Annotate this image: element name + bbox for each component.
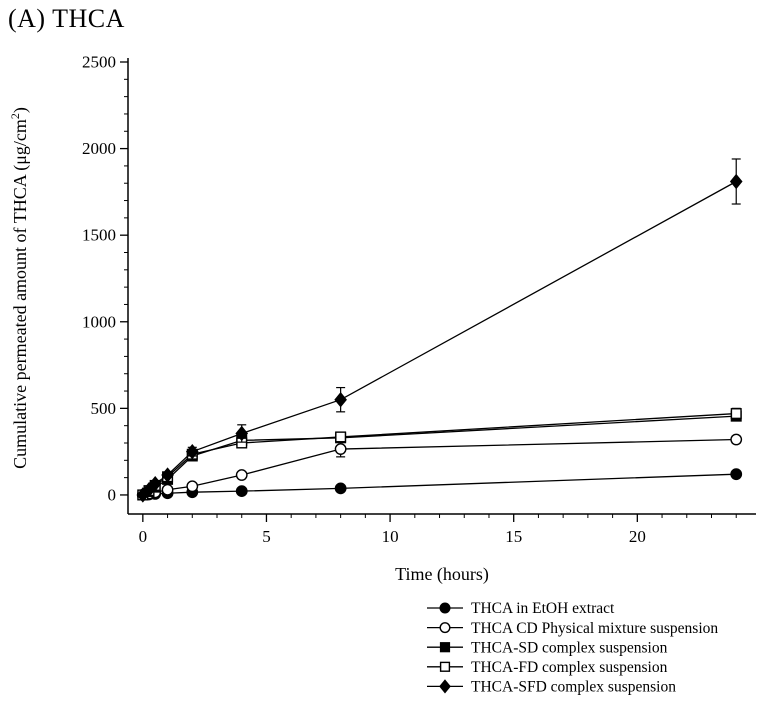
legend-item: THCA in EtOH extract — [427, 600, 615, 617]
y-tick-label: 2000 — [82, 139, 116, 158]
legend-label: THCA in EtOH extract — [471, 600, 615, 617]
y-axis-label: Cumulative permeated amount of THCA (μg/… — [8, 107, 31, 469]
legend-label: THCA-SD complex suspension — [471, 639, 668, 656]
legend-label: THCA-FD complex suspension — [471, 659, 668, 676]
ticks — [120, 61, 737, 522]
x-tick-label: 10 — [382, 527, 399, 546]
legend-label: THCA CD Physical mixture suspension — [471, 620, 718, 637]
series-thca-sd-complex-suspension — [137, 410, 742, 501]
series-thca-in-etoh-extract — [136, 468, 743, 501]
legend-item: THCA-SFD complex suspension — [427, 679, 676, 696]
axes — [127, 58, 756, 515]
legend: THCA in EtOH extract THCA CD Physical mix… — [427, 600, 718, 696]
y-tick-label: 2500 — [82, 53, 116, 72]
y-tick-label: 0 — [108, 485, 117, 504]
y-tick-label: 1000 — [82, 312, 116, 331]
legend-item: THCA CD Physical mixture suspension — [427, 620, 718, 637]
tick-labels: 0 500 1000 1500 2000 2500 0 5 10 15 20 — [82, 53, 646, 547]
series-thca-sfd-complex-suspension — [136, 158, 743, 503]
figure-title: (A) THCA — [8, 4, 125, 33]
legend-label: THCA-SFD complex suspension — [471, 679, 676, 696]
legend-item: THCA-SD complex suspension — [427, 639, 668, 656]
y-tick-label: 1500 — [82, 226, 116, 245]
series-thca-fd-complex-suspension — [137, 407, 742, 501]
legend-item: THCA-FD complex suspension — [427, 659, 668, 676]
y-tick-label: 500 — [91, 399, 117, 418]
x-tick-label: 0 — [139, 527, 148, 546]
x-tick-label: 15 — [505, 527, 522, 546]
x-tick-label: 20 — [629, 527, 646, 546]
x-axis-label: Time (hours) — [395, 564, 489, 585]
x-tick-label: 5 — [262, 527, 271, 546]
